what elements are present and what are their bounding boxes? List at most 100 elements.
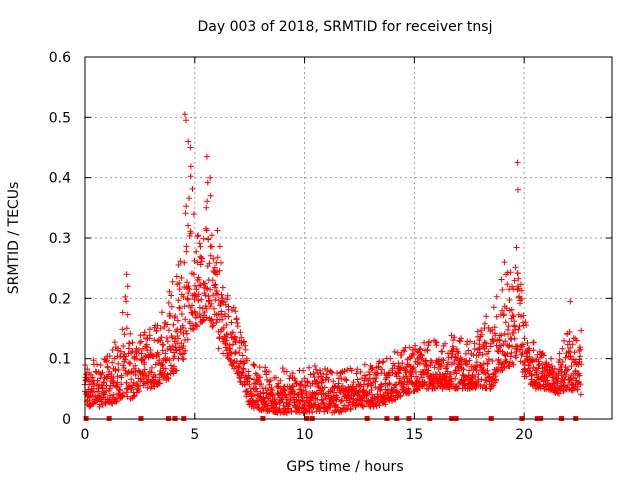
data-point xyxy=(173,273,180,280)
data-point xyxy=(357,368,364,375)
data-point xyxy=(166,357,173,364)
data-point xyxy=(180,293,187,300)
data-point xyxy=(328,368,334,375)
data-point xyxy=(228,319,235,326)
data-point xyxy=(182,316,189,323)
data-point xyxy=(499,286,506,293)
data-point xyxy=(578,361,585,368)
data-point xyxy=(260,389,267,396)
data-point xyxy=(301,401,308,408)
data-point xyxy=(376,402,383,409)
data-point xyxy=(96,381,102,388)
data-point xyxy=(219,316,226,323)
data-point xyxy=(251,362,258,369)
data-point xyxy=(224,354,231,360)
data-point xyxy=(479,351,486,358)
data-point xyxy=(508,306,515,313)
data-point xyxy=(169,334,176,341)
data-point xyxy=(187,230,194,237)
data-point xyxy=(122,293,129,300)
data-point xyxy=(363,391,370,398)
data-point xyxy=(521,335,528,342)
data-point xyxy=(196,240,203,247)
data-points xyxy=(81,111,585,416)
data-point xyxy=(299,378,305,385)
data-point xyxy=(123,298,130,305)
data-point xyxy=(203,285,209,291)
data-point xyxy=(438,362,445,369)
data-point xyxy=(239,369,246,376)
data-point xyxy=(190,271,197,278)
data-point xyxy=(123,271,130,278)
data-point xyxy=(178,274,185,281)
data-point xyxy=(432,338,439,345)
data-point xyxy=(240,366,247,373)
data-point xyxy=(194,233,201,240)
data-point xyxy=(159,371,166,378)
data-point xyxy=(185,290,192,297)
data-point xyxy=(406,344,413,351)
data-point xyxy=(567,353,574,360)
data-point xyxy=(577,381,584,388)
data-point xyxy=(573,337,580,344)
data-point xyxy=(267,377,274,384)
data-point xyxy=(133,355,140,362)
data-point xyxy=(136,347,142,353)
data-point xyxy=(410,364,417,371)
data-point xyxy=(317,367,323,374)
data-point xyxy=(311,363,318,369)
data-point xyxy=(185,138,192,145)
data-point xyxy=(146,326,153,333)
data-point xyxy=(530,347,537,354)
data-point xyxy=(359,403,366,409)
data-point xyxy=(512,264,519,271)
data-point xyxy=(249,392,255,399)
data-point xyxy=(577,346,584,353)
data-point xyxy=(450,337,457,344)
data-point xyxy=(175,262,182,268)
data-point xyxy=(291,375,298,382)
data-point xyxy=(244,357,251,364)
data-point xyxy=(419,352,425,359)
data-point xyxy=(321,384,328,391)
data-point xyxy=(279,365,286,372)
data-point xyxy=(302,383,309,390)
data-point xyxy=(176,305,183,312)
data-point xyxy=(289,370,296,377)
data-point xyxy=(563,367,570,374)
data-point xyxy=(240,339,247,346)
data-point xyxy=(452,375,459,382)
data-point xyxy=(218,259,224,266)
data-point xyxy=(565,366,571,373)
data-point xyxy=(338,387,345,394)
data-point xyxy=(183,248,190,255)
data-point xyxy=(203,204,210,211)
data-point xyxy=(427,357,434,364)
data-point xyxy=(204,198,211,205)
data-point xyxy=(171,363,178,370)
data-point xyxy=(300,367,307,374)
data-point xyxy=(410,351,417,358)
data-point xyxy=(291,390,298,397)
data-point xyxy=(214,254,221,261)
data-point xyxy=(180,324,187,331)
data-point xyxy=(464,361,471,368)
data-point xyxy=(562,373,569,380)
data-point xyxy=(511,322,518,329)
data-point xyxy=(475,352,482,359)
data-point xyxy=(380,358,387,365)
data-point xyxy=(576,372,583,379)
data-point xyxy=(565,348,572,355)
data-point xyxy=(496,336,503,343)
data-point xyxy=(467,338,474,345)
data-point xyxy=(174,333,181,339)
data-point xyxy=(301,375,308,382)
data-point xyxy=(484,367,491,374)
data-point xyxy=(162,350,169,357)
data-point xyxy=(334,394,341,401)
data-point xyxy=(182,327,189,334)
data-point xyxy=(165,327,172,334)
data-point xyxy=(163,334,170,341)
data-point xyxy=(230,304,237,311)
chart-title: Day 003 of 2018, SRMTID for receiver tns… xyxy=(198,19,493,35)
